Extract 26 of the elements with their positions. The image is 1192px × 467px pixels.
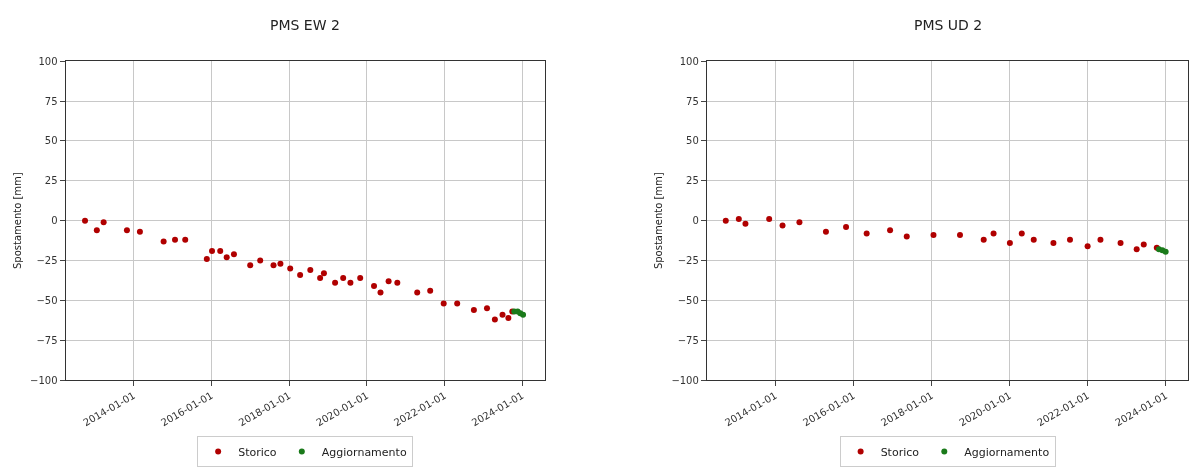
y-tick-label: 0: [51, 215, 58, 227]
y-tick-label: −75: [36, 334, 58, 346]
y-tick-label: −100: [30, 374, 58, 386]
y-tick-label: −50: [677, 294, 699, 306]
y-tick-label: −25: [677, 255, 699, 267]
y-axis-title: Spostamento [mm]: [653, 172, 665, 270]
legend-label: Aggiornamento: [321, 445, 407, 459]
y-tick-label: 50: [44, 135, 58, 147]
y-tick-label: 100: [679, 55, 699, 67]
y-tick-label: 75: [686, 95, 699, 107]
y-tick-label: 25: [686, 175, 699, 187]
chart-title: PMS UD 2: [914, 17, 983, 33]
y-tick-label: 75: [44, 95, 58, 107]
y-tick-label: 0: [692, 215, 699, 227]
y-tick-label: 100: [38, 55, 58, 67]
legend-label: Storico: [880, 445, 920, 459]
chart-title: PMS EW 2: [270, 17, 340, 33]
legend-label: Aggiornamento: [964, 445, 1050, 459]
y-tick-label: −75: [677, 334, 699, 346]
legend-label: Storico: [238, 445, 277, 459]
y-tick-label: −25: [36, 255, 58, 267]
y-axis-title: Spostamento [mm]: [12, 172, 24, 270]
y-tick-label: −100: [671, 374, 699, 386]
y-tick-label: −50: [36, 294, 58, 306]
y-tick-label: 25: [44, 175, 58, 187]
y-tick-label: 50: [686, 135, 699, 147]
